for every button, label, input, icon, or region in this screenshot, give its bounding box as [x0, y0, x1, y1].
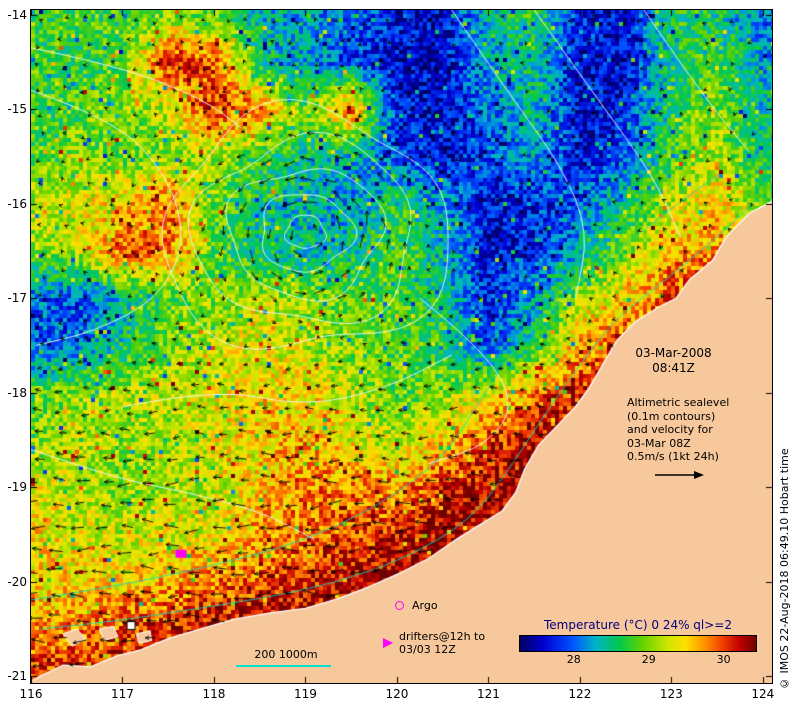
credit-text: © IMOS 22-Aug-2018 06:49.10 Hobart time — [778, 448, 791, 690]
y-tick-label: -20 — [7, 574, 27, 589]
y-tick-label: -15 — [7, 102, 27, 117]
bathymetry-label: 200 1000m — [254, 648, 318, 661]
velocity-scale-arrow-icon — [655, 470, 704, 479]
timestamp-date: 03-Mar-2008 — [635, 346, 712, 360]
argo-label: Argo — [412, 599, 438, 612]
info-line: and velocity for — [627, 423, 713, 436]
colorbar-tick-labels: 28 29 30 — [519, 652, 757, 666]
timestamp-annotation: 03-Mar-2008 08:41Z — [606, 346, 741, 376]
x-tick-label: 120 — [385, 687, 409, 701]
x-tick-label: 121 — [476, 687, 500, 701]
colorbar-title: Temperature (°C) 0 24% ql>=2 — [543, 618, 732, 632]
info-line: (0.1m contours) — [627, 409, 716, 423]
y-tick-label: -21 — [7, 669, 27, 684]
y-tick-label: -14 — [7, 7, 27, 22]
sst-map-canvas — [31, 10, 772, 683]
drifters-label: drifters@12h to 03/03 12Z — [399, 630, 485, 656]
drifters-label-line2: 03/03 12Z — [399, 643, 456, 656]
argo-marker-icon — [395, 601, 404, 610]
x-tick-label: 122 — [568, 687, 592, 701]
info-line: Altimetric sealevel — [627, 396, 730, 409]
x-tick-label: 118 — [202, 687, 226, 701]
argo-legend: Argo — [395, 599, 438, 612]
x-tick-label: 123 — [659, 687, 683, 701]
drifters-label-line1: drifters@12h to — [399, 630, 486, 643]
colorbar: Temperature (°C) 0 24% ql>=2 28 29 30 — [519, 618, 757, 666]
info-line: 0.5m/s (1kt 24h) — [627, 450, 719, 463]
colorbar-tick: 29 — [641, 653, 656, 666]
bathymetry-contour-sample — [236, 665, 331, 667]
altimetry-info-annotation: Altimetric sealevel (0.1m contours) and … — [627, 396, 729, 481]
drifters-legend: drifters@12h to 03/03 12Z — [383, 630, 485, 656]
x-tick-label: 124 — [751, 687, 775, 701]
y-tick-label: -19 — [7, 480, 27, 495]
colorbar-tick: 28 — [566, 653, 581, 666]
drifter-marker-icon — [383, 638, 393, 648]
map-plot-area: 03-Mar-2008 08:41Z Altimetric sealevel (… — [30, 9, 773, 684]
timestamp-time: 08:41Z — [652, 361, 695, 375]
info-line: 03-Mar 08Z — [627, 436, 691, 450]
colorbar-tick: 30 — [716, 653, 731, 666]
x-tick-label: 116 — [19, 687, 43, 701]
y-tick-label: -17 — [7, 291, 27, 306]
bathymetry-legend: 200 1000m — [236, 648, 336, 667]
x-tick-label: 117 — [111, 687, 134, 701]
y-tick-label: -18 — [7, 385, 27, 400]
colorbar-gradient — [519, 635, 757, 652]
y-tick-label: -16 — [7, 196, 27, 211]
x-tick-label: 119 — [293, 687, 317, 701]
